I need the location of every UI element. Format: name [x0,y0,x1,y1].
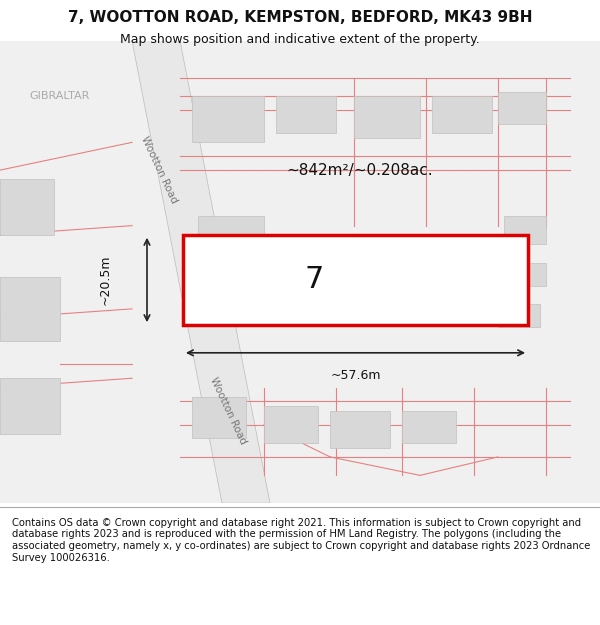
Text: ~57.6m: ~57.6m [330,369,381,382]
Text: 7, WOOTTON ROAD, KEMPSTON, BEDFORD, MK43 9BH: 7, WOOTTON ROAD, KEMPSTON, BEDFORD, MK43… [68,10,532,25]
Bar [498,91,546,124]
Bar [504,216,546,244]
Text: Map shows position and indicative extent of the property.: Map shows position and indicative extent… [120,32,480,46]
Bar [198,216,264,272]
Polygon shape [132,41,270,503]
Bar [264,406,318,443]
Bar [354,96,420,138]
Text: Contains OS data © Crown copyright and database right 2021. This information is : Contains OS data © Crown copyright and d… [12,518,590,562]
Bar [0,179,54,235]
Bar [192,397,246,438]
Bar [276,96,336,133]
Bar [183,235,528,325]
Bar [192,96,264,142]
Bar [498,304,540,328]
Text: 7: 7 [304,266,324,294]
Text: Wootton Road: Wootton Road [208,376,248,446]
Bar [0,276,60,341]
Bar [504,262,546,286]
Text: Wootton Road: Wootton Road [139,135,179,205]
Bar [0,378,60,434]
Text: GIBRALTAR: GIBRALTAR [30,91,90,101]
Text: ~842m²/~0.208ac.: ~842m²/~0.208ac. [287,162,433,177]
Bar [402,411,456,443]
Text: ~20.5m: ~20.5m [98,255,112,305]
Bar [330,411,390,447]
Bar [432,96,492,133]
